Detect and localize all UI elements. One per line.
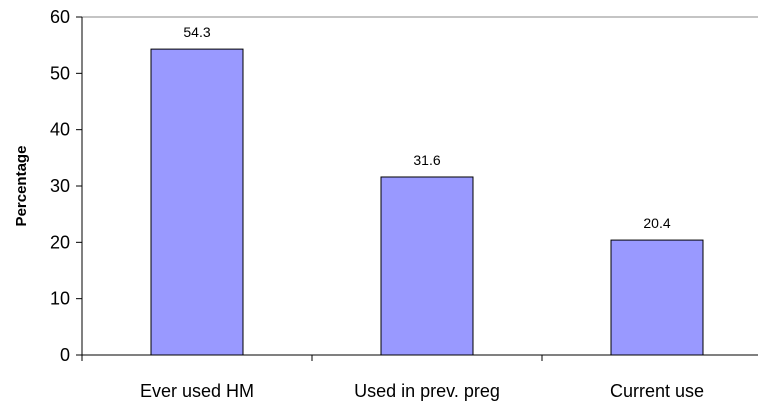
bar-2 — [380, 176, 474, 356]
bar-1 — [150, 48, 244, 356]
y-tick-label-6: 60 — [50, 7, 70, 27]
y-tick-label-0: 0 — [60, 345, 70, 365]
y-tick-label-3: 30 — [50, 176, 70, 196]
y-axis-title: Percentage — [13, 146, 30, 227]
labels-group: 54.3 Ever used HM 31.6 Used in prev. preg 20… — [50, 7, 704, 401]
y-tick-label-4: 40 — [50, 120, 70, 140]
data-label-2: 31.6 — [413, 152, 440, 168]
x-tick-label-1: Ever used HM — [140, 381, 254, 401]
data-label-1: 54.3 — [183, 24, 210, 40]
axes-group — [76, 16, 758, 361]
bars-group — [150, 48, 704, 356]
y-tick-label-1: 10 — [50, 289, 70, 309]
x-tick-label-3: Current use — [610, 381, 704, 401]
x-tick-label-2: Used in prev. preg — [354, 381, 500, 401]
bar-3 — [610, 239, 704, 356]
plot-area — [82, 16, 758, 18]
y-tick-label-5: 50 — [50, 63, 70, 83]
y-tick-label-2: 20 — [50, 232, 70, 252]
data-label-3: 20.4 — [643, 215, 670, 231]
